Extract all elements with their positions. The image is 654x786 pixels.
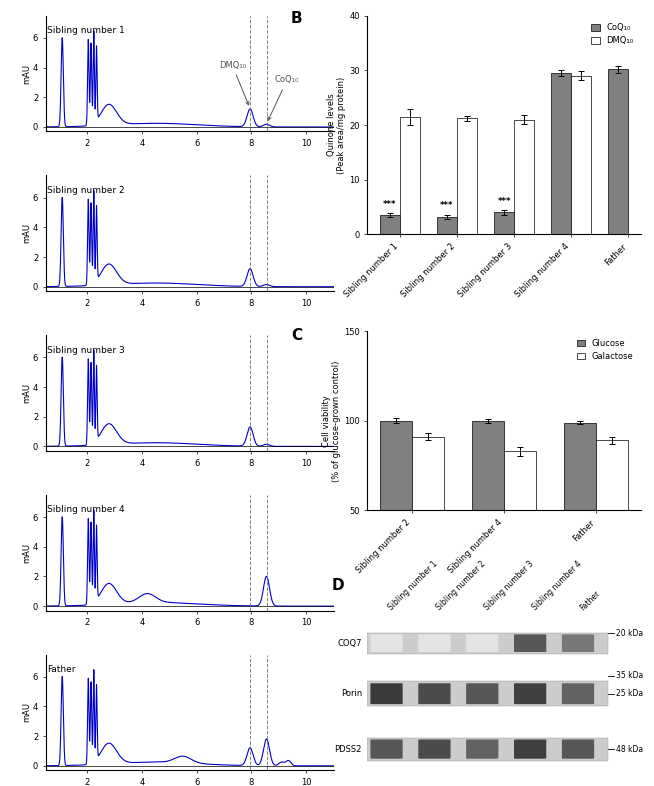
FancyBboxPatch shape	[466, 683, 498, 704]
Text: 35 kDa: 35 kDa	[616, 671, 644, 680]
Text: Sibling number 2: Sibling number 2	[434, 560, 487, 612]
Y-axis label: Quinone levels
(Peak area/mg protein): Quinone levels (Peak area/mg protein)	[327, 76, 347, 174]
FancyBboxPatch shape	[466, 634, 498, 652]
Text: COQ7: COQ7	[337, 639, 362, 648]
Bar	[437, 217, 457, 234]
Bar	[457, 119, 477, 234]
Text: Father: Father	[47, 665, 76, 674]
FancyBboxPatch shape	[419, 740, 451, 758]
Bar	[368, 633, 608, 654]
FancyBboxPatch shape	[370, 634, 403, 652]
FancyBboxPatch shape	[419, 634, 451, 652]
FancyBboxPatch shape	[370, 740, 403, 758]
Text: 20 kDa: 20 kDa	[616, 629, 644, 638]
Text: D: D	[332, 578, 345, 593]
FancyBboxPatch shape	[514, 683, 546, 704]
Text: B: B	[291, 11, 302, 27]
Text: Sibling number 1: Sibling number 1	[387, 560, 439, 612]
Text: Sibling number 3: Sibling number 3	[482, 560, 535, 612]
Bar	[572, 75, 591, 234]
Text: Sibling number 4: Sibling number 4	[530, 560, 583, 612]
Text: ***: ***	[383, 200, 396, 208]
Y-axis label: mAU: mAU	[22, 703, 31, 722]
Text: Sibling number 2: Sibling number 2	[47, 185, 125, 195]
Legend: Glucose, Galactose: Glucose, Galactose	[574, 336, 637, 365]
Text: Sibling number 3: Sibling number 3	[47, 346, 125, 354]
FancyBboxPatch shape	[466, 740, 498, 758]
FancyBboxPatch shape	[562, 683, 594, 704]
Bar	[608, 69, 628, 234]
FancyBboxPatch shape	[514, 740, 546, 758]
FancyBboxPatch shape	[562, 634, 594, 652]
Text: C: C	[291, 328, 302, 343]
Bar	[400, 117, 420, 234]
Bar	[412, 437, 444, 600]
Bar	[380, 215, 400, 234]
Bar	[368, 681, 608, 706]
Text: ***: ***	[498, 196, 511, 206]
Bar	[514, 119, 534, 234]
Bar	[564, 423, 596, 600]
Bar	[596, 440, 628, 600]
Bar	[368, 738, 608, 761]
FancyBboxPatch shape	[562, 740, 594, 758]
Text: ***: ***	[440, 201, 454, 210]
Text: PDSS2: PDSS2	[335, 744, 362, 754]
FancyBboxPatch shape	[514, 634, 546, 652]
Y-axis label: mAU: mAU	[22, 383, 31, 403]
Text: Sibling number 1: Sibling number 1	[47, 26, 125, 35]
Text: 25 kDa: 25 kDa	[616, 689, 644, 698]
Text: Sibling number 4: Sibling number 4	[47, 505, 125, 514]
Y-axis label: Cell viability
(% of glucose-grown control): Cell viability (% of glucose-grown contr…	[322, 360, 341, 482]
Y-axis label: mAU: mAU	[22, 542, 31, 563]
Bar	[504, 451, 536, 600]
Y-axis label: mAU: mAU	[22, 64, 31, 83]
Bar	[472, 421, 504, 600]
Legend: CoQ₁₀, DMQ₁₀: CoQ₁₀, DMQ₁₀	[588, 20, 637, 49]
FancyBboxPatch shape	[370, 683, 403, 704]
Text: Father: Father	[578, 589, 602, 612]
Bar	[380, 421, 412, 600]
Bar	[551, 73, 572, 234]
Text: Porin: Porin	[341, 689, 362, 698]
Bar	[494, 212, 514, 234]
Text: DMQ₁₀: DMQ₁₀	[218, 61, 249, 105]
FancyBboxPatch shape	[419, 683, 451, 704]
Text: 48 kDa: 48 kDa	[616, 744, 644, 754]
Y-axis label: mAU: mAU	[22, 223, 31, 244]
Text: CoQ₁₀: CoQ₁₀	[268, 75, 300, 120]
